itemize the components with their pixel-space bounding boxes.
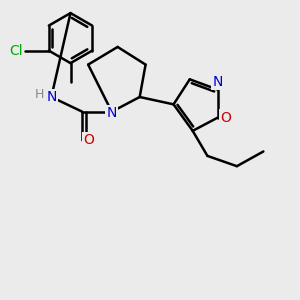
Text: N: N xyxy=(212,75,223,89)
Text: O: O xyxy=(220,111,231,124)
Text: O: O xyxy=(83,133,94,147)
Text: Cl: Cl xyxy=(10,44,23,58)
Text: N: N xyxy=(106,106,117,120)
Text: H: H xyxy=(34,88,44,100)
Text: N: N xyxy=(46,90,56,104)
